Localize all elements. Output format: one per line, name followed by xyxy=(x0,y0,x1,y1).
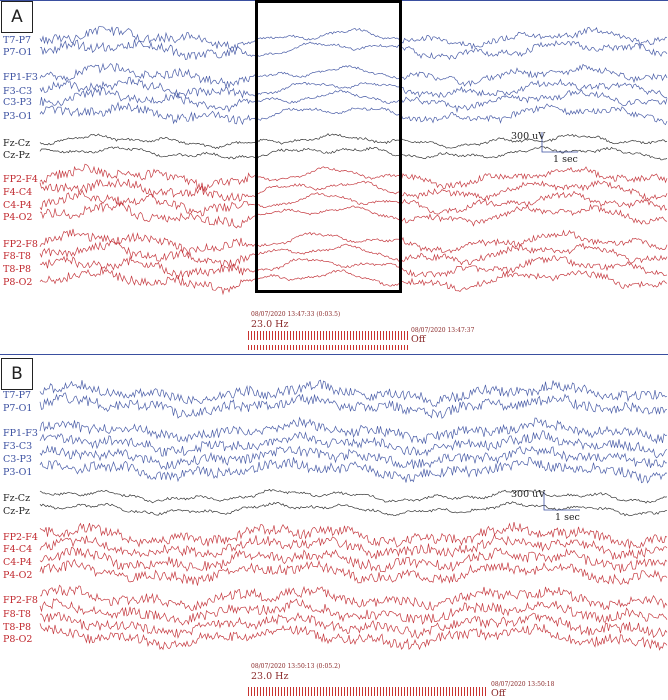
stimulus-end-state: Off xyxy=(411,334,426,345)
eeg-trace xyxy=(39,240,668,269)
eeg-panel-a: A T7-P7 P7-O1 FP1-F3 F3-C3 C3-P3 P3-O1 F… xyxy=(0,0,668,350)
scale-amplitude-label: 300 uV xyxy=(511,489,546,500)
channel-label: F4-C4 xyxy=(3,544,33,555)
stimulus-end-time: 08/07/2020 13:50:18 xyxy=(491,681,555,688)
channel-label: FP1-F3 xyxy=(3,72,38,83)
channel-label: T7-P7 xyxy=(3,390,32,401)
eeg-trace xyxy=(39,146,668,161)
channel-label: P4-O2 xyxy=(3,212,33,223)
stimulus-frequency: 23.0 Hz xyxy=(251,671,289,682)
channel-label: FP2-F8 xyxy=(3,595,38,606)
channel-label: F8-T8 xyxy=(3,251,31,262)
highlight-box xyxy=(255,0,402,293)
channel-label: P4-O2 xyxy=(3,570,33,581)
eeg-trace xyxy=(39,444,668,471)
stimulus-end-time: 08/07/2020 13:47:37 xyxy=(411,327,475,334)
eeg-trace xyxy=(39,133,668,150)
eeg-trace xyxy=(39,255,668,280)
eeg-trace xyxy=(39,546,668,573)
eeg-trace xyxy=(39,266,668,296)
stimulus-end-state: Off xyxy=(491,688,506,699)
channel-label: FP1-F3 xyxy=(3,428,38,439)
channel-label: P8-O2 xyxy=(3,277,33,288)
eeg-trace xyxy=(39,228,668,255)
eeg-trace xyxy=(39,189,668,217)
scale-amplitude-label: 300 uV xyxy=(511,131,546,142)
channel-label: P8-O2 xyxy=(3,634,33,645)
scale-time-label: 1 sec xyxy=(555,512,580,523)
channel-label: Fz-Cz xyxy=(3,138,31,149)
channel-label: F4-C4 xyxy=(3,187,33,198)
channel-label: P7-O1 xyxy=(3,47,33,58)
eeg-trace xyxy=(39,623,668,651)
channel-label: Cz-Pz xyxy=(3,150,30,161)
eeg-trace xyxy=(39,522,668,549)
panel-label: B xyxy=(1,358,33,390)
channel-label: F3-C3 xyxy=(3,86,33,97)
channel-label: Cz-Pz xyxy=(3,506,30,517)
scale-bar xyxy=(543,490,580,511)
channel-label: T8-P8 xyxy=(3,264,32,275)
scale-bar xyxy=(541,132,578,153)
eeg-trace xyxy=(39,76,668,99)
eeg-trace xyxy=(39,430,668,459)
stimulus-start-time: 08/07/2020 13:50:13 (0:05.2) xyxy=(251,663,341,670)
scale-time-label: 1 sec xyxy=(553,154,578,165)
photic-stimulation-marker xyxy=(248,331,408,340)
eeg-trace xyxy=(39,392,668,419)
photic-stimulation-marker xyxy=(248,345,408,350)
channel-label: T8-P8 xyxy=(3,622,32,633)
eeg-trace xyxy=(39,86,668,113)
eeg-trace xyxy=(39,25,668,52)
eeg-trace xyxy=(39,416,668,445)
channel-label: P3-O1 xyxy=(3,467,33,478)
channel-label: FP2-F8 xyxy=(3,239,38,250)
eeg-trace xyxy=(39,456,668,484)
channel-label: P7-O1 xyxy=(3,403,33,414)
eeg-trace xyxy=(39,598,668,626)
channel-label: C3-P3 xyxy=(3,97,32,108)
eeg-trace xyxy=(39,501,668,517)
channel-label: P3-O1 xyxy=(3,111,33,122)
eeg-trace xyxy=(39,201,668,229)
eeg-trace xyxy=(40,612,668,640)
eeg-trace xyxy=(39,533,668,560)
eeg-panel-b: B T7-P7 P7-O1 FP1-F3 F3-C3 C3-P3 P3-O1 F… xyxy=(0,354,668,700)
timeline-bar xyxy=(0,354,668,355)
eeg-traces-a xyxy=(39,25,668,296)
channel-label: FP2-F4 xyxy=(3,174,38,185)
eeg-trace xyxy=(39,379,668,408)
eeg-trace xyxy=(39,177,668,202)
channel-label: C3-P3 xyxy=(3,454,32,465)
photic-stimulation-marker xyxy=(248,687,488,696)
eeg-trace xyxy=(39,39,668,61)
eeg-trace xyxy=(39,558,668,586)
eeg-traces-b xyxy=(39,379,668,651)
stimulus-start-time: 08/07/2020 13:47:33 (0:03.5) xyxy=(251,311,341,318)
channel-label: F3-C3 xyxy=(3,441,33,452)
stimulus-frequency: 23.0 Hz xyxy=(251,319,289,330)
eeg-trace xyxy=(39,584,668,612)
channel-label: FP2-F4 xyxy=(3,532,38,543)
channel-label: C4-P4 xyxy=(3,557,32,568)
channel-label: T7-P7 xyxy=(3,35,32,46)
eeg-trace xyxy=(39,163,668,193)
eeg-trace xyxy=(39,488,668,504)
channel-label: Fz-Cz xyxy=(3,493,31,504)
channel-label: F8-T8 xyxy=(3,609,31,620)
channel-label: C4-P4 xyxy=(3,200,32,211)
panel-label: A xyxy=(1,1,33,33)
eeg-trace xyxy=(39,101,668,126)
eeg-trace xyxy=(39,62,668,89)
